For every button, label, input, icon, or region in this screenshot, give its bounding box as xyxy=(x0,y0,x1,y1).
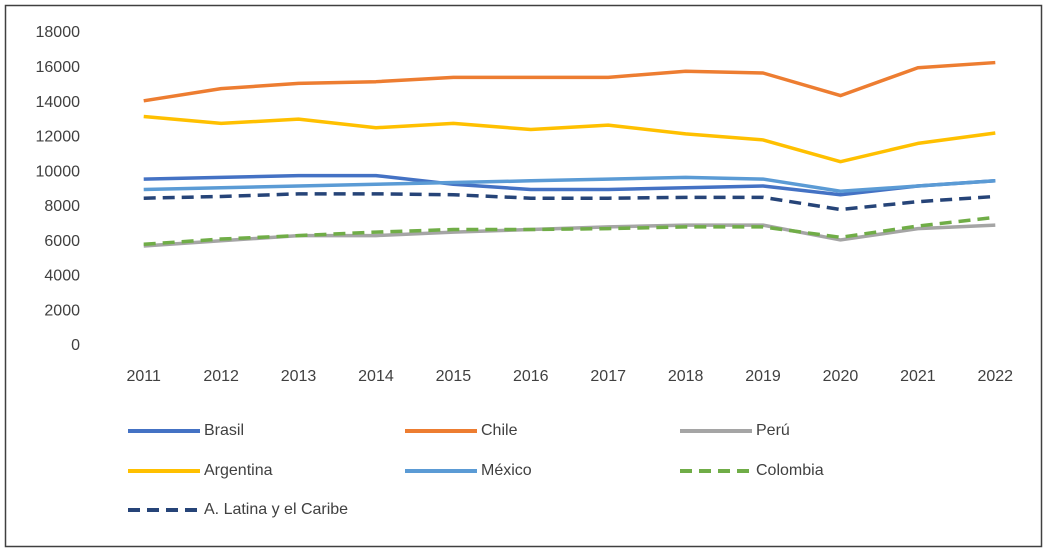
legend-label: Argentina xyxy=(204,462,273,479)
y-tick-label: 16000 xyxy=(36,59,81,76)
series-line xyxy=(143,60,996,103)
y-tick-label: 6000 xyxy=(44,233,80,250)
x-tick-label: 2019 xyxy=(745,368,781,385)
y-tick-label: 8000 xyxy=(44,198,80,215)
x-tick-label: 2016 xyxy=(513,368,549,385)
y-tick-label: 18000 xyxy=(36,24,81,41)
series-line xyxy=(143,173,996,197)
x-tick-label: 2022 xyxy=(977,368,1013,385)
y-tick-label: 14000 xyxy=(36,94,81,111)
y-tick-label: 10000 xyxy=(36,163,81,180)
x-tick-label: 2014 xyxy=(358,368,394,385)
legend-label: Colombia xyxy=(756,462,824,479)
y-tick-label: 0 xyxy=(71,337,80,354)
legend-label: Chile xyxy=(481,422,518,439)
x-tick-label: 2017 xyxy=(590,368,626,385)
legend-label: Perú xyxy=(756,422,790,439)
x-tick-label: 2011 xyxy=(127,368,162,385)
series-line xyxy=(143,175,996,193)
x-tick-label: 2018 xyxy=(668,368,704,385)
series-line xyxy=(143,215,996,247)
x-tick-label: 2013 xyxy=(281,368,317,385)
legend-label: México xyxy=(481,462,532,479)
x-tick-label: 2015 xyxy=(436,368,472,385)
y-tick-label: 4000 xyxy=(44,268,80,285)
x-tick-label: 2012 xyxy=(203,368,239,385)
legend-label: A. Latina y el Caribe xyxy=(204,501,348,518)
y-tick-label: 12000 xyxy=(36,129,81,146)
series-line xyxy=(143,192,996,212)
y-tick-label: 2000 xyxy=(44,302,80,319)
x-tick-label: 2021 xyxy=(900,368,936,385)
x-tick-label: 2020 xyxy=(823,368,859,385)
legend-label: Brasil xyxy=(204,422,244,439)
series-line xyxy=(143,114,996,164)
